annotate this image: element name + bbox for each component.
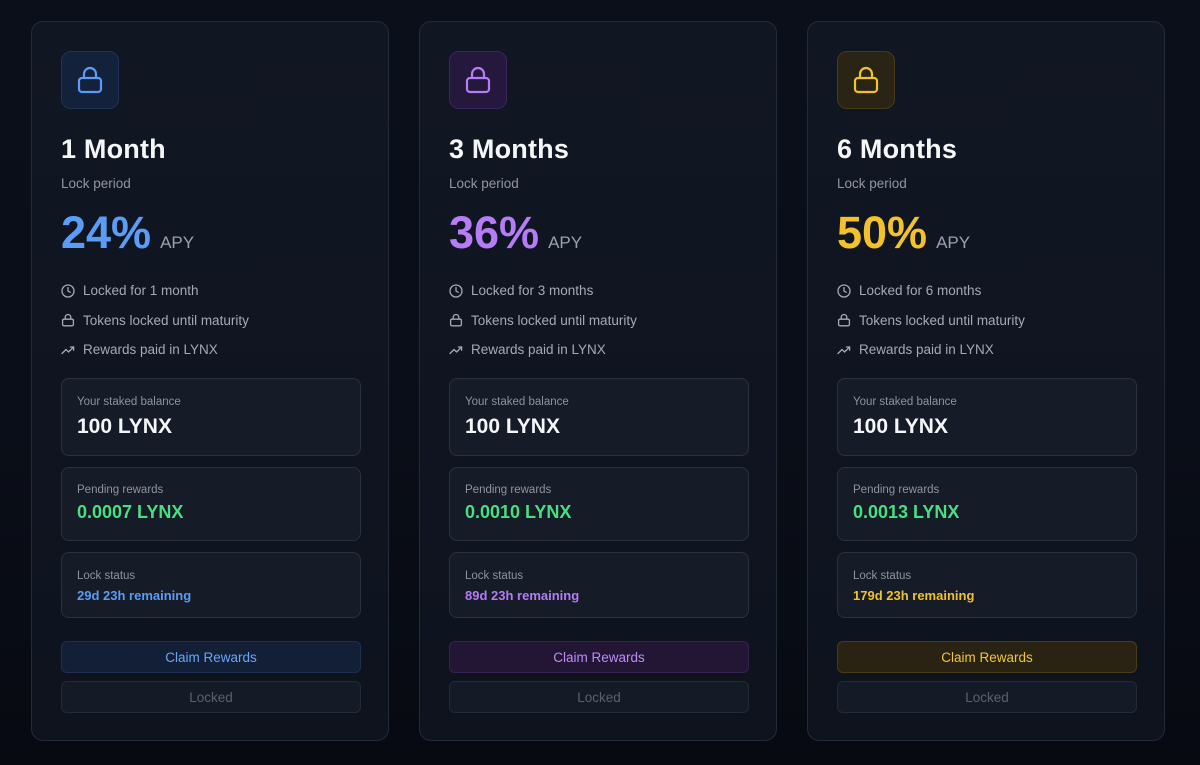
clock-icon (837, 284, 851, 298)
feature-item-duration: Locked for 6 months (837, 276, 1135, 306)
staked-balance-value: 100 LYNX (853, 415, 948, 438)
feature-text: Locked for 6 months (859, 283, 982, 299)
feature-text: Tokens locked until maturity (83, 312, 249, 328)
plan-subtitle: Lock period (837, 176, 907, 191)
staking-card-1-month: 1 Month Lock period 24% APY Locked for 1… (31, 21, 389, 741)
staked-balance-box: Your staked balance 100 LYNX (61, 378, 361, 456)
feature-text: Tokens locked until maturity (471, 312, 637, 328)
staking-card-6-months: 6 Months Lock period 50% APY Locked for … (807, 21, 1165, 741)
staked-balance-value: 100 LYNX (77, 415, 172, 438)
locked-button[interactable]: Locked (449, 681, 749, 713)
plan-subtitle: Lock period (61, 176, 131, 191)
lock-status-value: 29d 23h remaining (77, 588, 192, 603)
lock-status-value: 179d 23h remaining (853, 588, 975, 603)
plan-subtitle: Lock period (449, 176, 519, 191)
plan-title: 1 Month (61, 134, 166, 164)
plan-title: 3 Months (449, 134, 570, 164)
lock-status-value: 89d 23h remaining (465, 588, 580, 603)
lock-icon (465, 66, 491, 94)
lock-icon (61, 314, 75, 327)
feature-text: Locked for 1 month (83, 283, 199, 299)
feature-item-rewards: Rewards paid in LYNX (837, 335, 1135, 365)
staking-plans: 1 Month Lock period 24% APY Locked for 1… (31, 21, 1165, 741)
lock-icon (837, 314, 851, 327)
feature-list: Locked for 6 months Tokens locked until … (837, 276, 1135, 365)
apy-label: APY (936, 233, 971, 252)
apy-row: 50% APY (837, 207, 1135, 259)
staked-balance-value: 100 LYNX (465, 415, 560, 438)
lock-icon (77, 66, 103, 94)
feature-text: Tokens locked until maturity (859, 312, 1025, 328)
feature-text: Locked for 3 months (471, 283, 594, 299)
locked-button[interactable]: Locked (61, 681, 361, 713)
feature-text: Rewards paid in LYNX (83, 342, 218, 358)
staked-balance-label: Your staked balance (77, 396, 181, 408)
lock-status-label: Lock status (77, 570, 136, 582)
feature-text: Rewards paid in LYNX (471, 342, 606, 358)
pending-rewards-box: Pending rewards 0.0007 LYNX (61, 467, 361, 541)
lock-status-label: Lock status (465, 570, 524, 582)
pending-rewards-label: Pending rewards (77, 484, 164, 496)
apy-value: 50% (837, 207, 928, 258)
clock-icon (61, 284, 75, 298)
staked-balance-label: Your staked balance (853, 396, 957, 408)
plan-icon-box (449, 51, 507, 109)
feature-item-maturity: Tokens locked until maturity (61, 306, 359, 336)
feature-item-duration: Locked for 1 month (61, 276, 359, 306)
pending-rewards-label: Pending rewards (853, 484, 940, 496)
claim-rewards-button[interactable]: Claim Rewards (61, 641, 361, 673)
plan-icon-box (837, 51, 895, 109)
feature-item-duration: Locked for 3 months (449, 276, 747, 306)
pending-rewards-box: Pending rewards 0.0013 LYNX (837, 467, 1137, 541)
feature-item-maturity: Tokens locked until maturity (837, 306, 1135, 336)
staked-balance-label: Your staked balance (465, 396, 569, 408)
apy-row: 36% APY (449, 207, 747, 259)
feature-text: Rewards paid in LYNX (859, 342, 994, 358)
lock-status-label: Lock status (853, 570, 912, 582)
feature-item-rewards: Rewards paid in LYNX (449, 335, 747, 365)
pending-rewards-box: Pending rewards 0.0010 LYNX (449, 467, 749, 541)
feature-list: Locked for 3 months Tokens locked until … (449, 276, 747, 365)
apy-value: 36% (449, 207, 540, 258)
trending-up-icon (837, 346, 851, 354)
plan-icon-box (61, 51, 119, 109)
apy-label: APY (548, 233, 583, 252)
lock-icon (853, 66, 879, 94)
pending-rewards-value: 0.0007 LYNX (77, 502, 184, 522)
claim-rewards-button[interactable]: Claim Rewards (837, 641, 1137, 673)
locked-button[interactable]: Locked (837, 681, 1137, 713)
clock-icon (449, 284, 463, 298)
lock-icon (449, 314, 463, 327)
pending-rewards-value: 0.0013 LYNX (853, 502, 960, 522)
lock-status-box: Lock status 29d 23h remaining (61, 552, 361, 618)
apy-label: APY (160, 233, 195, 252)
feature-list: Locked for 1 month Tokens locked until m… (61, 276, 359, 365)
trending-up-icon (449, 346, 463, 354)
claim-rewards-button[interactable]: Claim Rewards (449, 641, 749, 673)
trending-up-icon (61, 346, 75, 354)
lock-status-box: Lock status 179d 23h remaining (837, 552, 1137, 618)
pending-rewards-value: 0.0010 LYNX (465, 502, 572, 522)
apy-value: 24% (61, 207, 152, 258)
feature-item-maturity: Tokens locked until maturity (449, 306, 747, 336)
staking-card-3-months: 3 Months Lock period 36% APY Locked for … (419, 21, 777, 741)
lock-status-box: Lock status 89d 23h remaining (449, 552, 749, 618)
feature-item-rewards: Rewards paid in LYNX (61, 335, 359, 365)
staked-balance-box: Your staked balance 100 LYNX (837, 378, 1137, 456)
staked-balance-box: Your staked balance 100 LYNX (449, 378, 749, 456)
plan-title: 6 Months (837, 134, 958, 164)
apy-row: 24% APY (61, 207, 359, 259)
pending-rewards-label: Pending rewards (465, 484, 552, 496)
